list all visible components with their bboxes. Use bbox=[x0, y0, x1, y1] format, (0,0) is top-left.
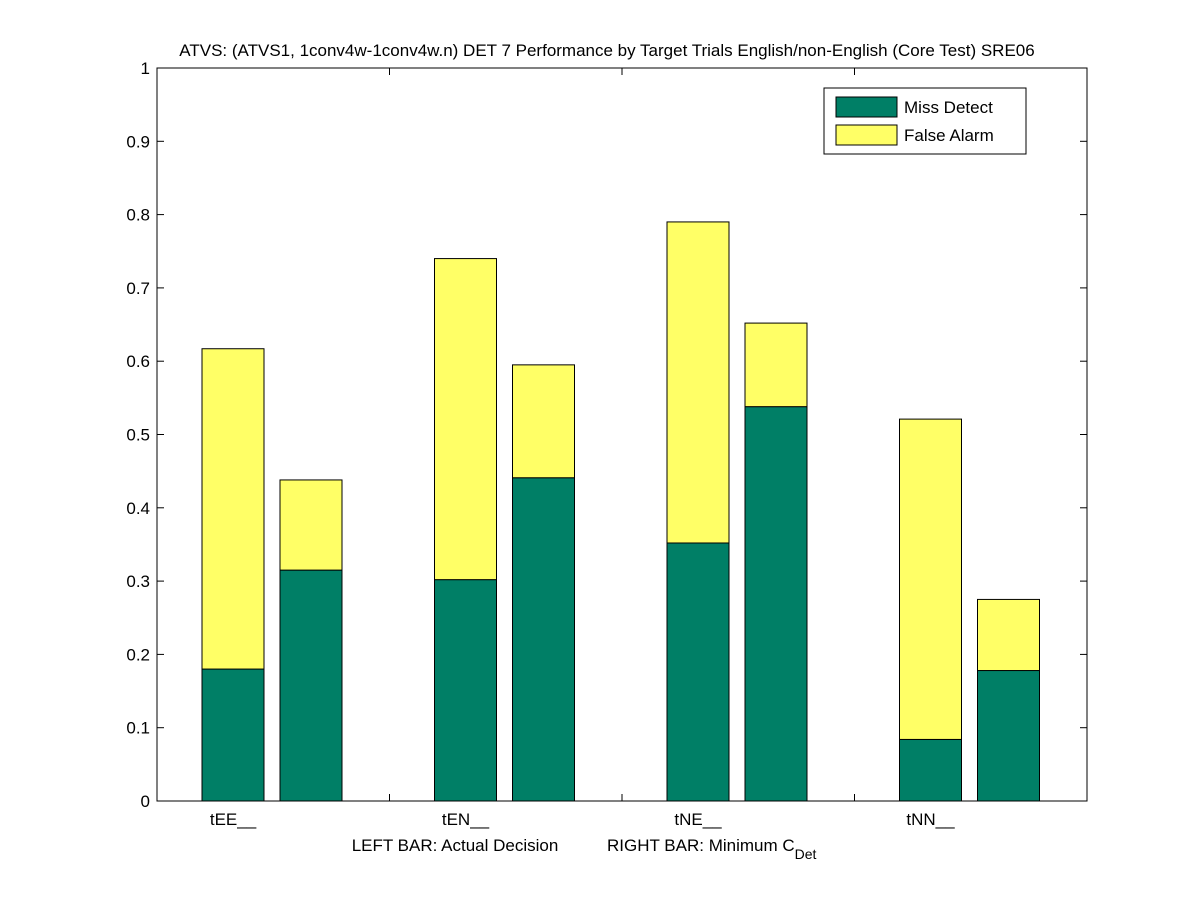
legend-swatch bbox=[835, 96, 898, 118]
x-axis-label-left: LEFT BAR: Actual Decision bbox=[352, 836, 559, 855]
y-tick-label: 0.9 bbox=[126, 132, 150, 151]
bar-miss-detect-minimum bbox=[279, 569, 343, 802]
bar-miss-detect-minimum bbox=[512, 477, 575, 802]
bar-miss-detect-actual bbox=[434, 579, 497, 802]
y-tick-label: 0.5 bbox=[126, 426, 150, 445]
bar-false-alarm-actual bbox=[434, 258, 497, 581]
y-tick-label: 0.1 bbox=[126, 719, 150, 738]
bar-false-alarm-minimum bbox=[279, 479, 343, 571]
legend-swatch bbox=[835, 124, 898, 146]
x-tick-label: tEE__ bbox=[210, 810, 257, 829]
legend-label: Miss Detect bbox=[904, 98, 993, 117]
y-tick-label: 0 bbox=[141, 792, 150, 811]
bar-miss-detect-actual bbox=[899, 738, 962, 802]
y-tick-label: 0.7 bbox=[126, 279, 150, 298]
x-tick-label: tNN__ bbox=[906, 810, 955, 829]
bar-false-alarm-minimum bbox=[744, 322, 808, 408]
legend-label: False Alarm bbox=[904, 126, 994, 145]
y-tick-label: 0.3 bbox=[126, 572, 150, 591]
bar-false-alarm-actual bbox=[899, 418, 962, 740]
bar-miss-detect-minimum bbox=[977, 670, 1040, 802]
x-axis-label-right: RIGHT BAR: Minimum CDet bbox=[607, 836, 817, 862]
bar-miss-detect-actual bbox=[666, 542, 730, 802]
y-tick-label: 0.8 bbox=[126, 206, 150, 225]
legend: Miss Detect False Alarm bbox=[823, 87, 1027, 155]
y-tick-label: 0.4 bbox=[126, 499, 150, 518]
bars bbox=[201, 221, 1040, 802]
y-tick-label: 1 bbox=[141, 59, 150, 78]
x-tick-label: tNE__ bbox=[674, 810, 722, 829]
axes: 0 0.1 0.2 0.3 0.4 0.5 0.6 0.7 0.8 0.9 1 tEE__ tEN__ t… bbox=[126, 59, 1087, 829]
x-tick-label: tEN__ bbox=[442, 810, 490, 829]
chart-title: ATVS: (ATVS1, 1conv4w-1conv4w.n) DET 7 P… bbox=[179, 41, 1034, 60]
bar-false-alarm-minimum bbox=[977, 598, 1040, 672]
bar-false-alarm-actual bbox=[666, 221, 730, 544]
bar-miss-detect-actual bbox=[201, 668, 265, 802]
bar-miss-detect-minimum bbox=[744, 406, 808, 802]
x-axis-label-right-text: RIGHT BAR: Minimum C bbox=[607, 836, 795, 855]
bar-false-alarm-actual bbox=[201, 348, 265, 670]
bar-false-alarm-minimum bbox=[512, 364, 575, 479]
y-tick-label: 0.6 bbox=[126, 352, 150, 371]
x-axis-label-right-subscript: Det bbox=[795, 846, 817, 862]
y-tick-label: 0.2 bbox=[126, 645, 150, 664]
